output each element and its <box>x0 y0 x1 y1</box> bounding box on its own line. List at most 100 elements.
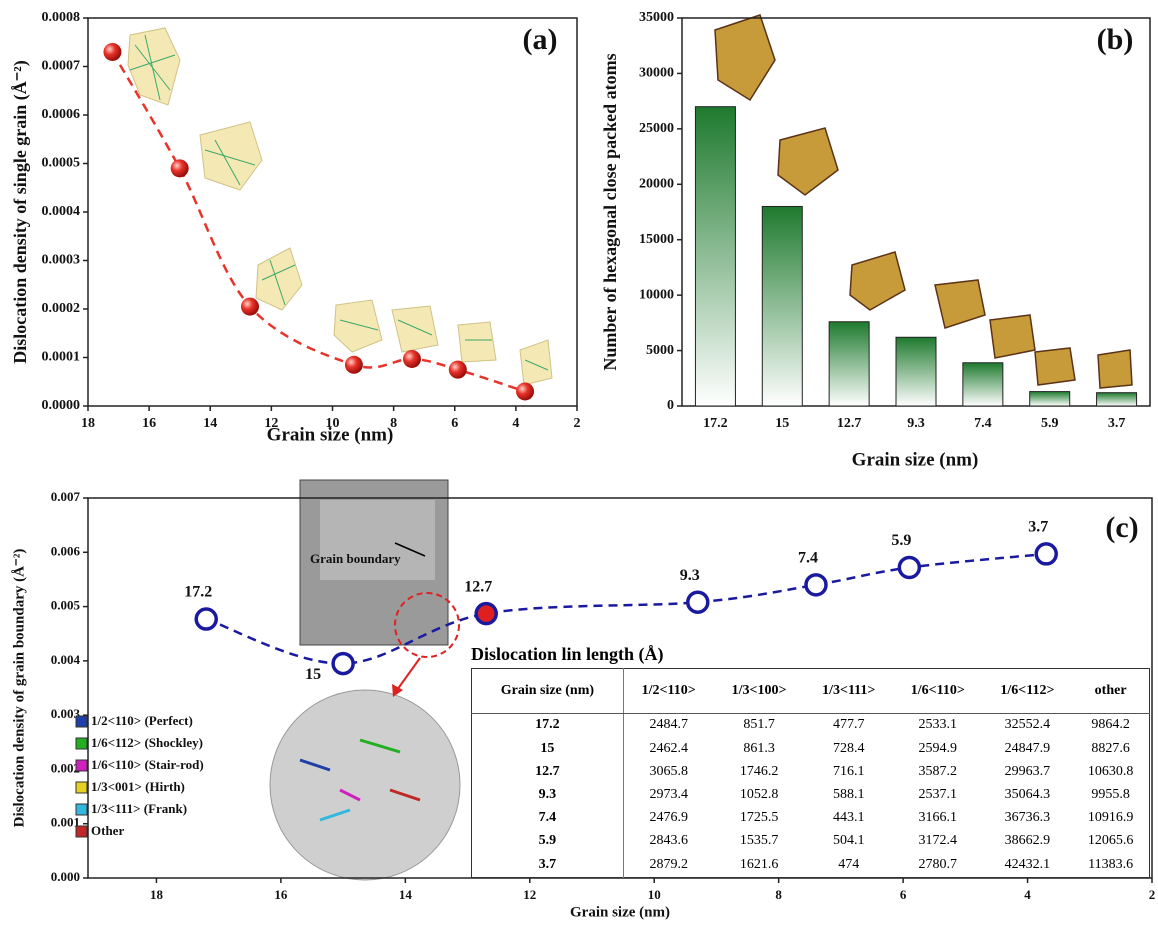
table-cell: 9864.2 <box>1091 717 1130 733</box>
point <box>402 349 421 368</box>
grain-images <box>127 27 553 386</box>
point-label: 9.3 <box>680 567 700 584</box>
y-tick-label: 0.001 <box>51 815 80 830</box>
bar <box>1096 392 1138 407</box>
legend-label: 1/3<111> (Frank) <box>91 801 187 816</box>
point <box>240 297 259 316</box>
y-tick-label: 0.0007 <box>42 59 81 74</box>
table-cell: 38662.9 <box>1004 833 1051 849</box>
column-header: 1/2<110> <box>623 668 714 714</box>
x-axis-title: Grain size (nm) <box>570 904 670 920</box>
bar <box>962 362 1004 407</box>
table-title: Dislocation lin length (Å) <box>471 644 664 664</box>
table-cell: 5.9 <box>471 830 624 854</box>
table-cell: 3587.2 <box>918 763 958 779</box>
table-cell: 2843.6 <box>649 833 688 849</box>
table-row: 9.3 2973.4 1052.8 588.1 2537.1 35064.3 9955.8 <box>471 783 1150 808</box>
x-tick-label: 7.4 <box>974 416 992 431</box>
panel-label: (b) <box>1097 23 1134 56</box>
table-cell: 3.7 <box>471 853 624 878</box>
x-tick-label: 3.7 <box>1108 416 1126 431</box>
x-tick-label: 12 <box>264 416 278 431</box>
y-tick-label: 0.004 <box>51 652 81 667</box>
table: Grain size (nm) 1/2<110> 1/3<100> 1/3<111> 1… <box>471 668 1150 878</box>
x-tick-label: 4 <box>512 416 519 431</box>
x-tick-label: 16 <box>274 887 288 902</box>
table-cell: 1746.2 <box>739 763 779 779</box>
table-row: 5.9 2843.6 1535.7 504.1 3172.4 38662.9 12065.6 <box>471 830 1150 854</box>
x-tick-label: 2 <box>574 416 581 431</box>
y-tick-label: 20000 <box>639 177 674 192</box>
point-label: 7.4 <box>798 550 818 567</box>
table-cell: 716.1 <box>832 763 865 779</box>
table-cell: 1535.7 <box>739 833 779 849</box>
legend-swatch <box>75 715 88 728</box>
table-cell: 12065.6 <box>1087 833 1134 849</box>
panel-label: (c) <box>1105 511 1138 544</box>
grain-image-lines <box>129 34 549 371</box>
table-cell: 1052.8 <box>739 787 779 803</box>
table-cell: 728.4 <box>832 740 865 756</box>
y-axis-title: Number of hexagonal close packed atoms <box>600 53 620 370</box>
table-cell: 29963.7 <box>1004 763 1051 779</box>
y-axis-title: Dislocation density of grain boundary (Å… <box>11 549 27 828</box>
column-header: 1/3<100> <box>713 668 805 714</box>
x-tick-label: 9.3 <box>907 416 925 431</box>
hcp-images <box>714 14 1133 389</box>
x-tick-label: 12 <box>523 887 536 902</box>
point <box>897 555 922 580</box>
column-header: 1/3<111> <box>804 668 893 714</box>
table-cell: 35064.3 <box>1004 787 1051 803</box>
annotation: Grain boundary <box>310 551 401 566</box>
point <box>474 601 498 626</box>
table-header-row: Grain size (nm) 1/2<110> 1/3<100> 1/3<111> 1… <box>471 668 1150 714</box>
point-label: 12.7 <box>464 578 492 595</box>
table-cell: 11383.6 <box>1088 856 1134 872</box>
bar <box>1029 391 1071 407</box>
table-cell: 9.3 <box>471 783 624 808</box>
table-cell: 8827.6 <box>1091 740 1130 756</box>
table-cell: 17.2 <box>471 713 624 738</box>
x-tick-label: 5.9 <box>1041 416 1059 431</box>
point <box>170 159 189 178</box>
table-cell: 504.1 <box>832 833 865 849</box>
point-label: 3.7 <box>1028 519 1048 536</box>
x-tick-label: 2 <box>1149 887 1156 902</box>
y-tick-label: 35000 <box>639 10 674 25</box>
legend-label: Other <box>91 823 124 838</box>
x-tick-label: 15 <box>775 416 789 431</box>
y-tick-label: 0.0002 <box>42 301 81 316</box>
bar <box>895 336 937 407</box>
y-tick-label: 25000 <box>639 121 674 136</box>
plot-frame <box>87 497 1153 879</box>
table-row: 12.7 3065.8 1746.2 716.1 3587.2 29963.7 10630.… <box>471 760 1150 784</box>
column-header: 1/6<110> <box>892 668 983 714</box>
y-tick-label: 0.0003 <box>42 253 81 268</box>
table-cell: 24847.9 <box>1004 740 1051 756</box>
bar <box>828 321 870 407</box>
x-tick-label: 8 <box>390 416 397 431</box>
x-tick-label: 4 <box>1024 887 1031 902</box>
bar <box>694 106 736 407</box>
table-cell: 2533.1 <box>918 717 958 733</box>
legend-swatch <box>75 803 88 816</box>
table-cell: 7.4 <box>471 807 624 831</box>
x-tick-label: 6 <box>451 416 458 431</box>
x-axis-title: Grain size (nm) <box>852 449 979 470</box>
x-tick-label: 8 <box>775 887 782 902</box>
legend-label: 1/6<110> (Stair-rod) <box>91 757 204 772</box>
table-cell: 12.7 <box>471 760 624 784</box>
y-tick-label: 0.002 <box>51 760 80 775</box>
table-cell: 3065.8 <box>649 763 688 779</box>
y-tick-label: 0.006 <box>51 543 81 558</box>
table-row: 15 2462.4 861.3 728.4 2594.9 24847.9 8827.6 <box>471 737 1150 761</box>
y-tick-label: 0.0006 <box>42 107 81 122</box>
legend-swatch <box>75 825 88 838</box>
x-tick-label: 18 <box>81 416 95 431</box>
bar <box>761 205 803 407</box>
x-tick-label: 12.7 <box>837 416 862 431</box>
legend-swatch <box>75 737 88 750</box>
y-tick-label: 15000 <box>639 232 674 247</box>
inset-dislocations <box>299 738 421 822</box>
